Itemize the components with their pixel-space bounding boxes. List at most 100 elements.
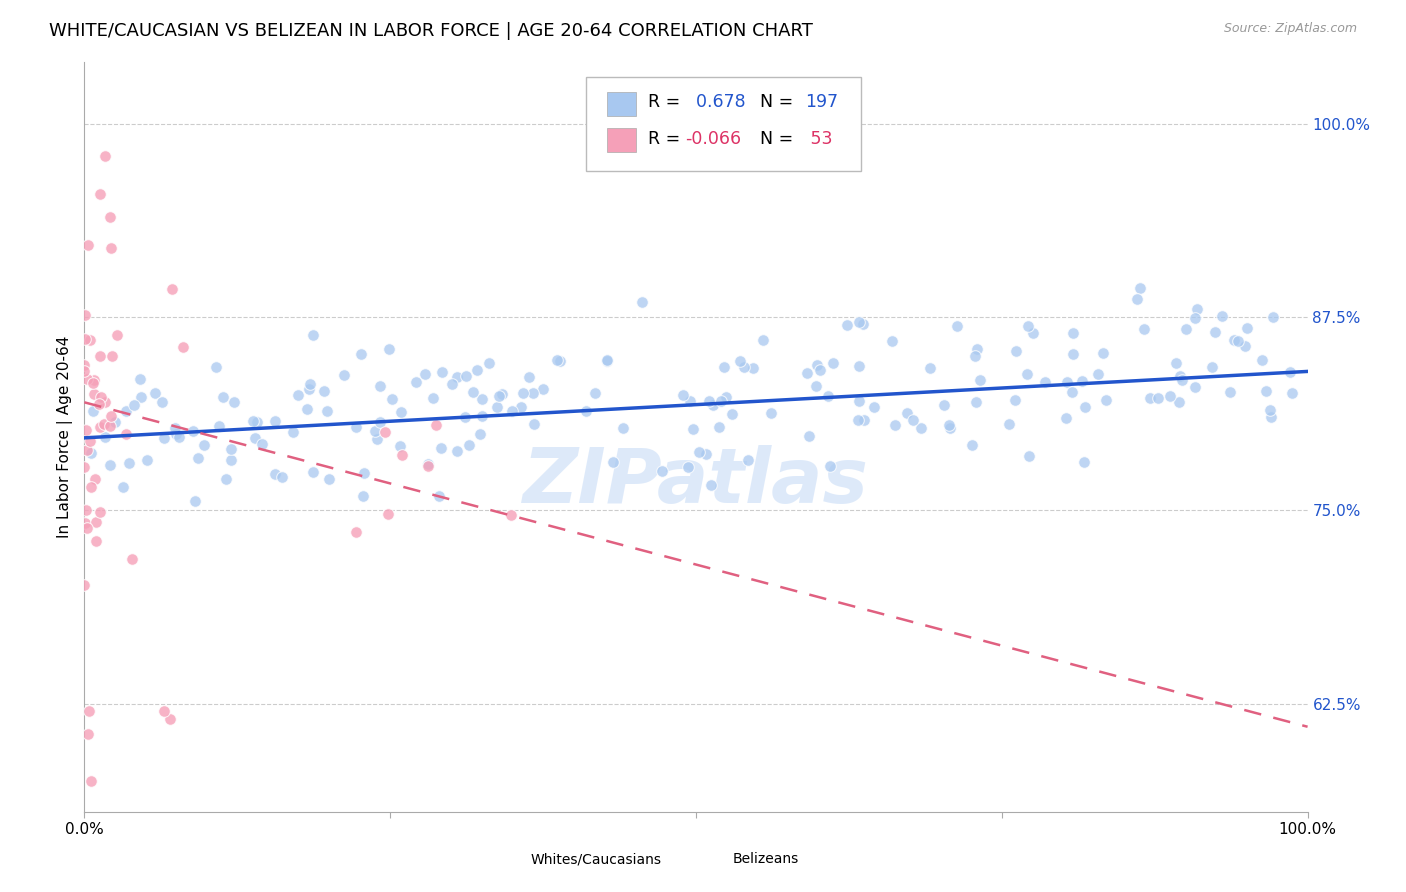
Point [122,398,145,412]
Point [709,394,731,409]
Point [344,525,367,540]
Point [488,389,510,403]
Point [243,431,266,445]
Point [1159,389,1181,403]
Point [159,712,181,726]
Point [242,414,264,428]
Point [250,437,273,451]
Point [1033,375,1056,389]
Point [817,389,839,403]
Point [79,434,101,448]
Point [853,413,876,427]
Point [848,359,870,373]
Point [1087,367,1109,381]
Point [1222,334,1244,348]
Point [737,452,759,467]
Point [405,375,427,389]
Point [73,578,96,592]
Point [100,241,122,255]
Point [344,420,367,434]
Point [880,334,903,349]
Point [1091,346,1114,360]
Point [219,452,242,467]
Point [80,773,103,788]
Point [1056,375,1078,389]
FancyBboxPatch shape [496,844,523,863]
Point [1062,326,1084,340]
Point [73,359,96,373]
Point [965,350,987,364]
Point [427,489,450,503]
Point [517,370,540,384]
Point [797,428,820,442]
Point [73,516,96,530]
Point [702,398,724,412]
Point [83,373,105,387]
Point [75,308,97,322]
Point [128,372,150,386]
Point [1133,322,1156,336]
Point [1204,325,1226,339]
Point [115,427,138,442]
Point [499,508,522,523]
Point [454,409,477,424]
Point [79,333,101,347]
Point [463,384,485,399]
Text: -0.066: -0.066 [685,130,741,148]
Point [93,394,115,409]
Point [523,417,546,431]
Point [862,400,884,414]
Point [796,366,818,380]
Point [281,425,304,439]
Point [98,458,121,473]
Point [136,453,159,467]
Point [219,442,242,456]
Point [918,361,941,376]
Point [163,421,186,435]
Point [1054,410,1077,425]
Point [575,404,598,418]
Point [721,408,744,422]
Point [596,353,619,368]
Point [98,210,121,224]
Point [672,388,695,402]
Point [377,507,399,521]
Text: 197: 197 [804,93,838,112]
Point [295,402,318,417]
Point [422,391,444,405]
Point [80,446,103,460]
Point [172,340,194,354]
Point [509,401,531,415]
Point [89,186,111,201]
Point [121,551,143,566]
Point [939,420,962,434]
Point [478,356,501,370]
Point [1184,310,1206,325]
Point [848,393,870,408]
Point [368,415,391,429]
Point [1017,319,1039,334]
Point [73,460,96,475]
Point [181,424,204,438]
Point [1018,449,1040,463]
Point [966,342,988,356]
Point [752,334,775,348]
Point [835,318,858,333]
Point [962,438,984,452]
Text: ZIPatlas: ZIPatlas [523,445,869,519]
Point [713,359,735,374]
Point [391,448,413,462]
Text: 0.678: 0.678 [685,93,745,112]
Point [522,385,544,400]
Point [1060,384,1083,399]
Point [416,457,439,471]
Point [378,342,401,356]
Point [446,370,468,384]
Text: Belizeans: Belizeans [733,852,799,866]
Point [1184,380,1206,394]
Point [1279,365,1302,379]
Point [1236,320,1258,334]
Point [98,419,121,434]
Point [1166,356,1188,370]
Point [82,404,104,418]
